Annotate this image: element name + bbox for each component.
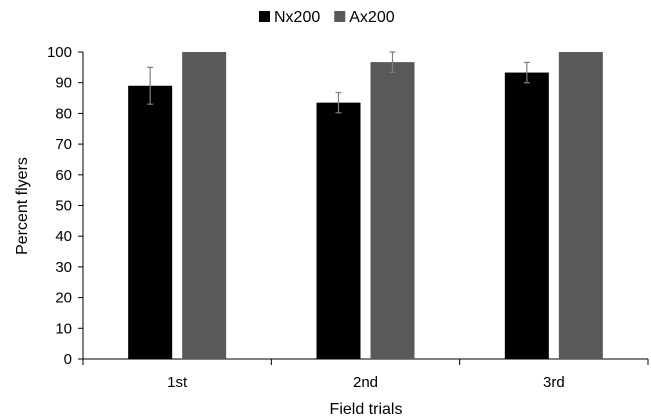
bar-nx200 (128, 85, 173, 360)
x-tick-label: 3rd (543, 374, 565, 391)
legend-label-ax200: Ax200 (349, 9, 394, 26)
y-tick-label: 50 (55, 198, 72, 215)
y-tick-label: 30 (55, 259, 72, 276)
legend-swatch-ax200 (334, 11, 346, 22)
x-axis-title: Field trials (330, 401, 403, 418)
y-tick-label: 90 (55, 75, 72, 92)
y-tick-label: 40 (55, 228, 72, 245)
y-tick-label: 80 (55, 105, 72, 122)
x-tick-label: 2nd (353, 374, 378, 391)
y-axis: 0 10 20 30 40 50 60 70 80 90 100 (47, 44, 84, 368)
y-tick-label: 20 (55, 290, 72, 307)
x-axis: 1st 2nd 3rd (82, 358, 649, 391)
y-tick-label: 70 (55, 136, 72, 153)
x-tick-label: 1st (167, 374, 188, 391)
y-tick-label: 0 (64, 351, 72, 368)
bar-nx200 (316, 102, 361, 359)
bar-nx200 (504, 72, 549, 359)
bars (128, 51, 603, 360)
y-tick-label: 10 (55, 320, 72, 337)
legend: Nx200 Ax200 (259, 9, 395, 26)
legend-swatch-nx200 (259, 11, 270, 22)
bar-ax200 (370, 62, 415, 359)
legend-label-nx200: Nx200 (274, 9, 320, 26)
bar-ax200 (558, 52, 603, 359)
y-tick-label: 60 (55, 167, 72, 184)
bar-ax200 (182, 52, 227, 359)
y-axis-title: Percent flyers (14, 157, 31, 255)
y-tick-label: 100 (47, 44, 72, 61)
